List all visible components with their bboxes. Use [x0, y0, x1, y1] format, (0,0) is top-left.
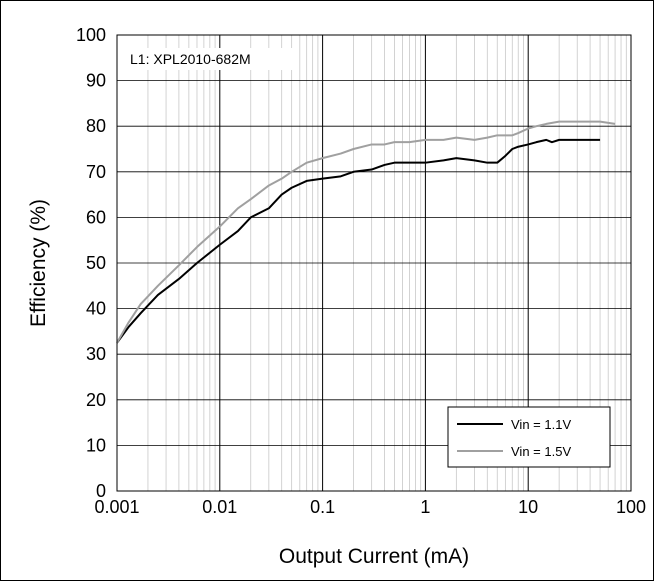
y-tick-label: 50 [86, 253, 106, 273]
y-tick-label: 20 [86, 390, 106, 410]
legend-label-vin-1-5v: Vin = 1.5V [511, 444, 571, 459]
annotation-label: L1: XPL2010-682M [130, 51, 251, 67]
y-tick-label: 80 [86, 116, 106, 136]
y-tick-label: 40 [86, 299, 106, 319]
legend-box [447, 406, 611, 468]
x-tick-label: 1 [420, 497, 430, 517]
series-line-1 [116, 120, 616, 344]
legend: Vin = 1.1V Vin = 1.5V [447, 406, 611, 468]
x-tick-label: 0.1 [310, 497, 335, 517]
x-tick-label: 100 [616, 497, 646, 517]
x-tick-label: 0.001 [94, 497, 139, 517]
y-tick-label: 60 [86, 207, 106, 227]
y-axis-title: Efficiency (%) [27, 199, 50, 327]
y-tick-label: 30 [86, 344, 106, 364]
y-tick-label: 10 [86, 435, 106, 455]
y-tick-label: 70 [86, 162, 106, 182]
legend-label-vin-1-1v: Vin = 1.1V [511, 417, 571, 432]
annotation-box [125, 48, 295, 70]
x-tick-label: 10 [518, 497, 538, 517]
y-tick-label: 100 [76, 25, 106, 45]
series-line-0 [116, 138, 601, 344]
tick-labels: 0.001 0.01 0.1 1 10 100 0 10 20 30 40 50 60 70 80 90 100 [76, 25, 646, 517]
series-layer [116, 120, 616, 344]
x-tick-label: 0.01 [202, 497, 237, 517]
y-tick-label: 90 [86, 71, 106, 91]
y-tick-label: 0 [96, 481, 106, 501]
x-axis-title: Output Current (mA) [279, 545, 469, 568]
plot-border [116, 34, 632, 492]
